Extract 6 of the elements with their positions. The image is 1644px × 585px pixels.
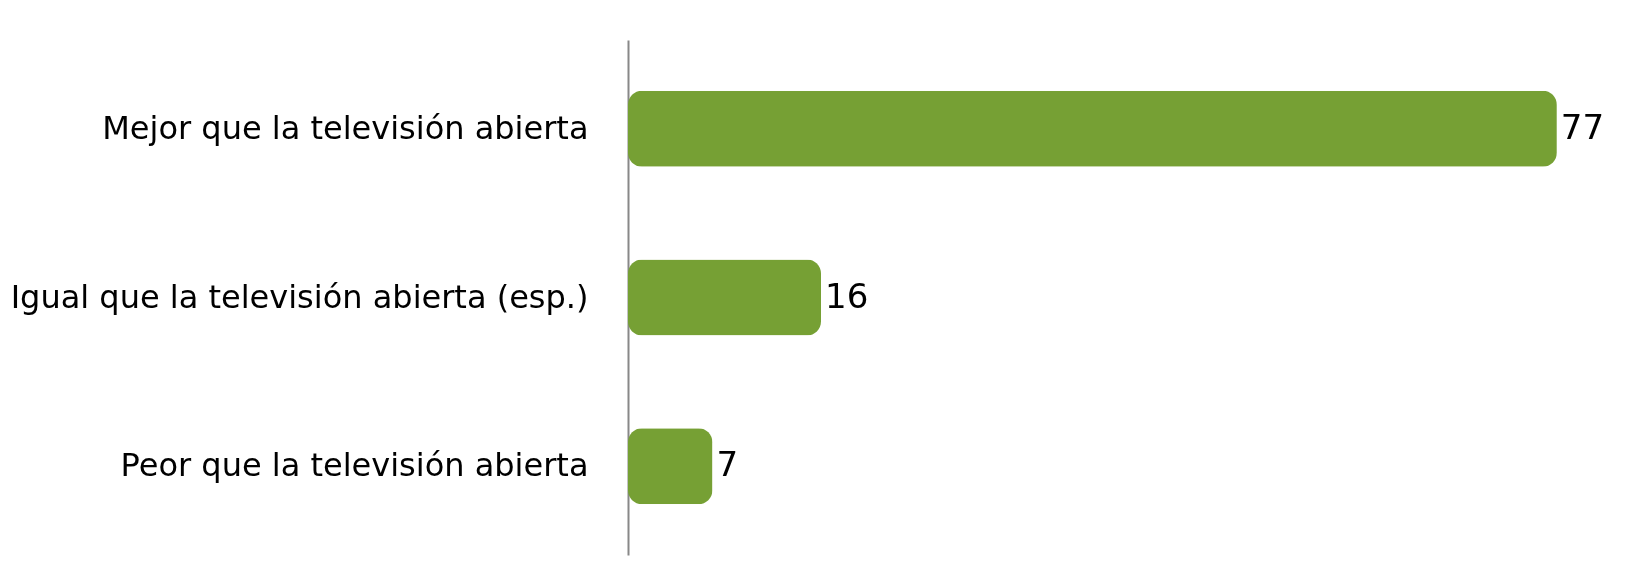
data-label: 77 xyxy=(1560,106,1605,147)
y-tick-label: Peor que la televisión abierta xyxy=(120,446,589,485)
y-tick-label: Igual que la televisión abierta (esp.) xyxy=(10,277,589,316)
data-label: 16 xyxy=(825,275,869,316)
y-tick-label: Mejor que la televisión abierta xyxy=(102,108,589,147)
data-label: 7 xyxy=(716,444,739,485)
